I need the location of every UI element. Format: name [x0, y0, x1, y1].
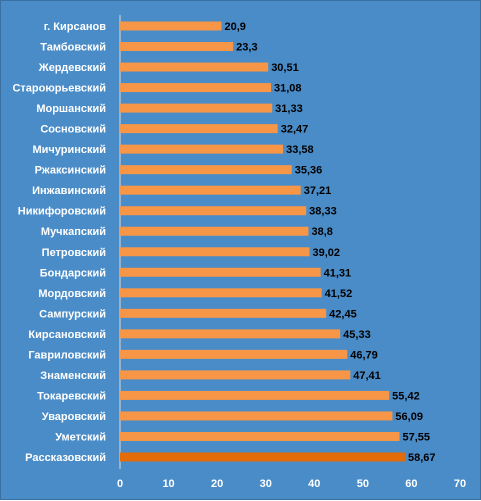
data-label: 20,9	[225, 21, 246, 33]
bar	[120, 308, 327, 318]
data-label: 31,33	[275, 103, 303, 115]
x-tick-label: 60	[405, 478, 417, 490]
data-label: 23,3	[236, 42, 257, 54]
bar	[120, 185, 301, 195]
x-tick-label: 10	[162, 478, 174, 490]
bar	[120, 83, 271, 93]
category-label: Петровский	[42, 247, 106, 259]
category-label: Тамбовский	[40, 42, 106, 54]
category-label: Уваровский	[42, 411, 106, 423]
data-label: 46,79	[350, 349, 378, 361]
data-label: 45,33	[343, 329, 371, 341]
data-label: 39,02	[313, 247, 341, 259]
category-label: Никифоровский	[18, 206, 106, 218]
category-label: Рассказовский	[25, 452, 106, 464]
bar	[120, 21, 222, 31]
x-tick-label: 40	[308, 478, 320, 490]
data-label: 56,09	[395, 411, 423, 423]
category-label: Моршанский	[36, 103, 106, 115]
category-label: г. Кирсанов	[44, 21, 107, 33]
category-label: Сампурский	[39, 308, 106, 320]
bar	[120, 267, 321, 277]
data-label: 58,67	[408, 452, 436, 464]
x-tick-label: 30	[260, 478, 272, 490]
category-label: Гавриловский	[28, 349, 106, 361]
bar	[120, 124, 278, 134]
category-label: Инжавинский	[32, 185, 106, 197]
data-label: 35,36	[295, 165, 323, 177]
bar	[120, 165, 292, 175]
category-label: Сосновский	[40, 124, 106, 136]
data-label: 38,8	[311, 226, 332, 238]
category-label: Уметский	[55, 431, 106, 443]
bar	[120, 431, 400, 441]
bar	[120, 411, 393, 421]
data-label: 38,33	[309, 206, 337, 218]
category-label: Мичуринский	[32, 144, 106, 156]
data-label: 55,42	[392, 390, 420, 402]
bar	[120, 452, 405, 462]
x-tick-label: 0	[117, 478, 123, 490]
x-tick-label: 50	[357, 478, 369, 490]
bar	[120, 288, 322, 298]
data-label: 41,31	[324, 267, 352, 279]
bar	[120, 329, 341, 339]
bar	[120, 226, 309, 236]
data-label: 37,21	[304, 185, 332, 197]
data-label: 32,47	[281, 124, 309, 136]
bar	[120, 103, 273, 113]
data-label: 33,58	[286, 144, 314, 156]
x-tick-label: 70	[454, 478, 466, 490]
bar	[120, 349, 348, 359]
category-label: Кирсановский	[28, 329, 106, 341]
category-label: Токаревский	[37, 390, 106, 402]
bar	[120, 206, 307, 216]
bar	[120, 144, 284, 154]
category-label: Бондарский	[40, 267, 106, 279]
bar	[120, 390, 390, 400]
data-label: 42,45	[329, 308, 357, 320]
bar	[120, 247, 310, 257]
bar	[120, 370, 351, 380]
category-label: Жердевский	[38, 62, 106, 74]
data-label: 57,55	[403, 431, 431, 443]
category-label: Мучкапский	[41, 226, 106, 238]
data-label: 30,51	[271, 62, 299, 74]
category-label: Мордовский	[38, 288, 106, 300]
data-label: 41,52	[325, 288, 353, 300]
category-label: Знаменский	[40, 370, 106, 382]
data-label: 31,08	[274, 83, 302, 95]
bar	[120, 62, 269, 72]
category-label: Староюрьевский	[12, 83, 106, 95]
bar	[120, 42, 234, 52]
data-label: 47,41	[353, 370, 381, 382]
category-label: Ржаксинский	[35, 165, 106, 177]
x-tick-label: 20	[211, 478, 223, 490]
